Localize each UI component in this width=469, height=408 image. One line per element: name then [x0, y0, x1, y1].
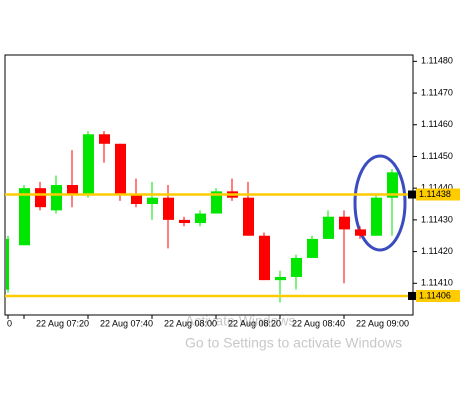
y-tick-label: 1.11470: [421, 87, 453, 97]
y-tick-label: 1.11450: [421, 151, 453, 161]
candle-body: [147, 197, 158, 205]
candle-body: [291, 257, 302, 277]
candle-body: [275, 276, 286, 281]
y-tick-label: 1.11430: [421, 214, 453, 224]
price-label-box: [416, 289, 460, 302]
candle-body: [179, 219, 190, 224]
candle-body: [99, 134, 110, 144]
price-label: 1.11406: [419, 290, 451, 300]
price-marker: [408, 190, 416, 199]
y-tick-label: 1.11460: [421, 119, 453, 129]
candle-body: [195, 213, 206, 224]
candle-body: [259, 235, 270, 281]
candle-body: [115, 143, 126, 195]
candle-body: [371, 197, 382, 236]
candle-body: [307, 238, 318, 258]
y-tick-label: 1.11420: [421, 246, 453, 256]
watermark: Go to Settings to activate Windows: [185, 335, 402, 351]
x-tick-label: 22 Aug 07:20: [36, 318, 89, 328]
x-tick-label: 22 Aug 08:20: [228, 318, 281, 328]
x-tick-label: 22 Aug 08:40: [292, 318, 345, 328]
x-tick-label: 22 Aug 07:40: [100, 318, 153, 328]
candle-body: [67, 185, 78, 195]
price-marker: [408, 291, 416, 300]
candle-body: [323, 216, 334, 239]
candle-body: [355, 229, 366, 236]
x-tick-label: 22 Aug 09:00: [356, 318, 409, 328]
candle-body: [51, 185, 62, 211]
y-tick-label: 1.11480: [421, 56, 453, 66]
candle-body: [387, 172, 398, 198]
y-tick-label: 1.11410: [421, 278, 453, 288]
candle-body: [6, 238, 9, 290]
candle-body: [131, 194, 142, 205]
price-label: 1.11438: [419, 189, 451, 199]
x-tick-label: 22 Aug 08:00: [164, 318, 217, 328]
candle-body: [163, 197, 174, 220]
candle-body: [243, 197, 254, 236]
candle-body: [83, 134, 94, 195]
x-tick-label: 0: [7, 318, 12, 328]
watermark: Activate Windows: [185, 313, 295, 329]
candle-body: [211, 191, 222, 214]
candle-body: [35, 188, 46, 208]
candle-body: [339, 216, 350, 230]
highlight-ellipse: [353, 154, 407, 252]
price-label-box: [416, 188, 460, 201]
plot-frame: [4, 54, 414, 316]
y-tick-label: 1.11440: [421, 183, 453, 193]
candle-body: [19, 188, 30, 246]
